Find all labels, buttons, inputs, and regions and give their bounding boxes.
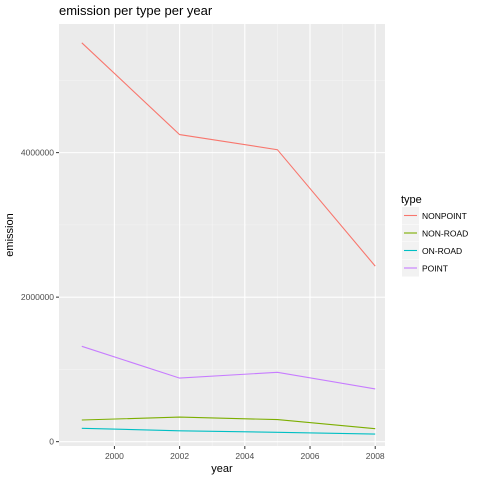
y-axis-label: emission bbox=[4, 213, 16, 256]
x-axis-label: year bbox=[211, 463, 233, 475]
x-tick-label: 2006 bbox=[301, 451, 320, 461]
series-line-non-road bbox=[81, 416, 376, 430]
y-tick-label: 0 bbox=[49, 437, 54, 447]
y-tick-label: 2000000 bbox=[21, 292, 54, 302]
x-tick-label: 2004 bbox=[235, 451, 254, 461]
series-lines bbox=[81, 42, 376, 435]
legend-label: NON-ROAD bbox=[422, 229, 468, 239]
x-tick-label: 2008 bbox=[366, 451, 385, 461]
x-axis-ticks: 2000 2002 2004 2006 2008 bbox=[105, 446, 385, 461]
legend-label: NONPOINT bbox=[422, 211, 467, 221]
legend: type NONPOINT NON-ROAD ON-ROAD POINT bbox=[401, 194, 468, 277]
series-line-on-road bbox=[81, 427, 376, 435]
major-gridlines bbox=[59, 24, 385, 446]
legend-title: type bbox=[401, 194, 422, 206]
series-line-point bbox=[81, 345, 376, 390]
y-tick-label: 4000000 bbox=[21, 148, 54, 158]
legend-label: ON-ROAD bbox=[422, 246, 462, 256]
x-tick-label: 2002 bbox=[170, 451, 189, 461]
y-axis-ticks: 0 2000000 4000000 bbox=[21, 148, 59, 447]
minor-gridlines bbox=[59, 24, 385, 446]
series-line-nonpoint bbox=[81, 42, 376, 267]
chart-title: emission per type per year bbox=[59, 3, 213, 18]
x-tick-label: 2000 bbox=[105, 451, 124, 461]
legend-label: POINT bbox=[422, 264, 448, 274]
